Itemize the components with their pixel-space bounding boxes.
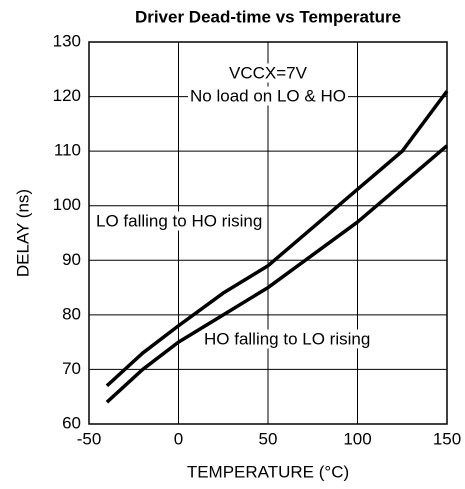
plot-frame — [88, 41, 448, 425]
series-line — [105, 90, 449, 388]
y-tick-label: 70 — [62, 359, 81, 378]
annotation-bg — [227, 63, 310, 83]
series-label-bg — [94, 211, 265, 231]
series-label: LO falling to HO rising — [96, 211, 262, 230]
annotation: No load on LO & HO — [190, 86, 346, 105]
x-axis-label: TEMPERATURE (°C) — [187, 462, 349, 481]
y-tick-label: 80 — [62, 304, 81, 323]
y-tick-label: 120 — [53, 86, 81, 105]
x-tick-label: 100 — [343, 429, 371, 448]
y-tick-label: 130 — [53, 31, 81, 50]
y-tick-label: 110 — [54, 141, 81, 160]
x-tick-label: 50 — [259, 429, 278, 448]
y-tick-label: 90 — [62, 250, 81, 269]
y-tick-label: 60 — [62, 413, 81, 432]
y-axis-label: DELAY (ns) — [13, 189, 32, 277]
x-tick-label: -50 — [77, 429, 102, 448]
x-tick-label: 0 — [174, 429, 183, 448]
y-tick-label: 100 — [53, 195, 81, 214]
series-line — [105, 144, 449, 404]
annotation: VCCX=7V — [229, 63, 308, 82]
series-label: HO falling to LO rising — [204, 329, 370, 348]
series-label-bg — [202, 329, 373, 349]
x-tick-label: 150 — [433, 429, 461, 448]
chart-title: Driver Dead-time vs Temperature — [135, 7, 401, 26]
annotation-bg — [188, 86, 348, 106]
